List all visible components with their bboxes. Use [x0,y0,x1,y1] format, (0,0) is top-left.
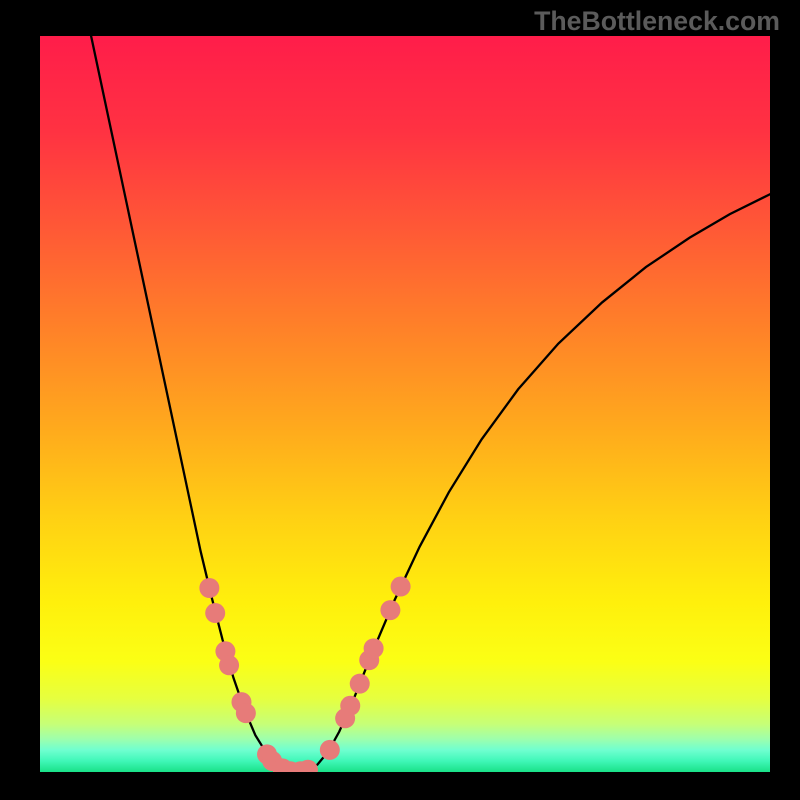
marker-point [236,703,256,723]
gradient-background [40,36,770,772]
marker-point [380,600,400,620]
plot-svg [40,36,770,772]
marker-point [364,638,384,658]
watermark-label: TheBottleneck.com [534,6,780,37]
marker-point [320,740,340,760]
marker-point [199,578,219,598]
plot-area [40,36,770,772]
marker-point [391,577,411,597]
marker-point [340,696,360,716]
marker-point [219,655,239,675]
chart-container: TheBottleneck.com [0,0,800,800]
marker-point [350,674,370,694]
marker-point [205,603,225,623]
